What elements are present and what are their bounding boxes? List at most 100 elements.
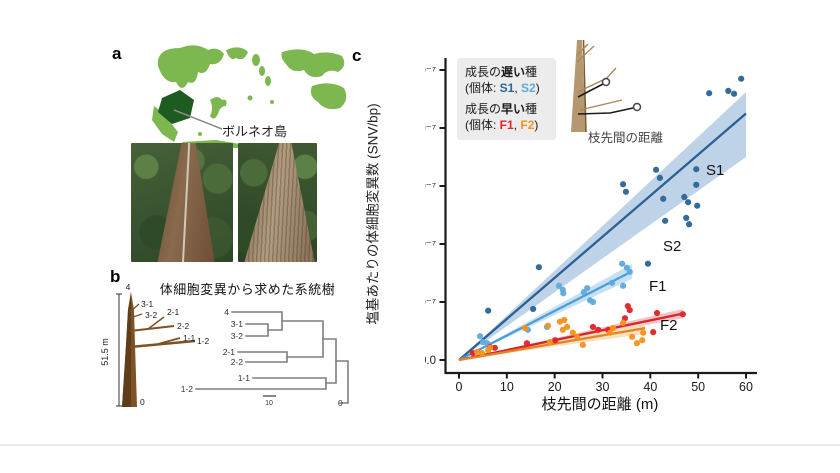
philippines-shape	[252, 54, 260, 66]
legend-fast-group: 成長の早い種 (個体: F1, F2)	[465, 102, 548, 133]
branch-tip-marker-2	[632, 102, 642, 112]
fit-line-F1	[458, 312, 684, 362]
data-point	[619, 319, 627, 326]
legend-slow-individuals: (個体: S1, S2)	[465, 80, 540, 95]
highlight-branch-upper	[577, 83, 604, 98]
data-point	[474, 348, 481, 355]
slide-edge-line	[0, 444, 840, 446]
data-point	[476, 333, 484, 340]
data-point	[693, 166, 700, 173]
data-point	[552, 337, 559, 344]
tree-tip-0: 0	[140, 397, 145, 407]
twig	[577, 79, 604, 93]
clade-upper-join	[281, 320, 324, 358]
dendro-tip-3-2: 3-2	[231, 331, 244, 341]
y-tick-label: 0.0	[425, 355, 436, 367]
data-point	[595, 326, 602, 333]
data-point	[693, 181, 700, 188]
small-island	[198, 132, 202, 136]
dendro-tip-2-2: 2-2	[231, 357, 244, 367]
legend-fast-title: 成長の早い種	[465, 102, 538, 117]
x-tick-label: 50	[691, 380, 705, 394]
data-point	[662, 217, 669, 224]
data-point	[683, 214, 690, 221]
clade-2	[237, 351, 288, 363]
tree-branches	[129, 303, 196, 349]
data-point	[569, 329, 576, 336]
legend-s1-label: S1	[499, 80, 515, 95]
data-point	[546, 338, 553, 346]
y-tick-label: 2.0 × 10⁻⁷	[425, 239, 436, 251]
x-axis-label: 枝先間の距離 (m)	[541, 396, 659, 413]
branch-tip-marker-1	[601, 77, 611, 87]
legend-slow-group: 成長の遅い種 (個体: S1, S2)	[465, 65, 548, 96]
y-tick-label: 1.0 × 10⁻⁷	[425, 297, 436, 309]
legend-f2-label: F2	[520, 117, 535, 132]
band-F1	[459, 308, 683, 360]
sulawesi-shape	[210, 97, 227, 119]
data-point	[685, 221, 693, 228]
clade-mid-join	[322, 338, 337, 384]
data-point	[639, 337, 646, 344]
data-point	[619, 181, 627, 188]
clade-1	[195, 377, 327, 390]
inset-caption: 枝先間の距離	[588, 131, 664, 145]
trunk-photo-left	[131, 143, 233, 262]
data-point	[694, 202, 701, 209]
data-point	[725, 87, 732, 94]
band-S1	[459, 92, 746, 360]
y-tick-label: 5.0 × 10⁻⁷	[425, 65, 436, 77]
data-point	[621, 315, 629, 322]
indochina-shape	[226, 47, 248, 60]
legend-box: 成長の遅い種 (個体: S1, S2) 成長の早い種 (個体: F1, F2)	[457, 58, 556, 141]
data-point	[633, 340, 641, 347]
data-point	[544, 322, 552, 329]
data-point	[738, 75, 745, 82]
philippines-shape-3	[265, 76, 271, 86]
data-point	[579, 341, 586, 349]
branch-2-1	[147, 316, 165, 330]
bark-texture	[244, 143, 315, 262]
data-point	[619, 260, 626, 267]
measuring-tape	[181, 143, 191, 262]
dendro-tip-1-2: 1-2	[181, 384, 194, 394]
legend-s2-label: S2	[521, 80, 536, 95]
series-labels: S1 S2 F1 F2	[649, 162, 724, 334]
scatter-plot: 0 10 20 30 40 50 60 0.0 1.0 × 10⁻⁷ 2.0 × 10⁻⁷ 3.0 …	[425, 58, 757, 394]
series-label-S2: S2	[663, 238, 681, 255]
data-point	[589, 298, 597, 306]
data-point	[622, 188, 630, 195]
dendro-tip-3-1: 3-1	[231, 319, 244, 329]
data-point	[609, 325, 617, 332]
panel-c-letter: c	[352, 46, 362, 65]
points-F2	[474, 316, 647, 357]
branch-1-1	[157, 337, 181, 345]
branch-1-2	[129, 339, 196, 349]
data-point	[530, 305, 537, 313]
x-tick-label: 30	[596, 380, 610, 394]
tree-tip-2-2: 2-2	[177, 321, 190, 331]
data-point	[650, 329, 657, 336]
x-tick-label: 40	[643, 380, 657, 394]
x-tick-label: 20	[548, 380, 562, 394]
data-point	[607, 329, 614, 336]
data-point	[589, 323, 597, 331]
sampled-tree-drawing: 51.5 m 4 3-1 3-2 2-1 2-2 1-1 1-2 0	[100, 284, 210, 407]
branch-3-1	[129, 303, 140, 313]
data-point	[555, 282, 563, 289]
small-island-3	[270, 100, 274, 104]
tree-trunk-image	[244, 143, 315, 262]
sumatra-shape	[152, 106, 178, 142]
branch-3-2	[129, 313, 143, 319]
data-point	[640, 329, 647, 336]
tree-tip-3-1: 3-1	[141, 299, 154, 309]
data-point	[491, 344, 498, 351]
borneo-pointer-line	[173, 109, 223, 130]
data-point	[652, 166, 660, 173]
points-S1	[485, 75, 745, 314]
y-axis-label: 塩基あたりの体細胞変異数 (SNV/bp)	[365, 103, 381, 325]
inset-highlighted-branches	[577, 83, 634, 115]
mainland-shape	[157, 45, 224, 88]
series-label-S1: S1	[706, 162, 724, 179]
branch-distance-inset	[571, 39, 642, 133]
